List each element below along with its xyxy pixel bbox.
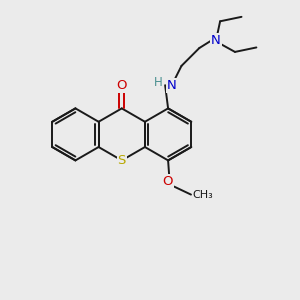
Text: O: O [162, 175, 172, 188]
Text: CH₃: CH₃ [193, 190, 213, 200]
Text: S: S [118, 154, 126, 167]
Text: H: H [154, 76, 163, 89]
Text: N: N [167, 79, 176, 92]
Text: N: N [211, 34, 220, 47]
Text: O: O [116, 79, 127, 92]
